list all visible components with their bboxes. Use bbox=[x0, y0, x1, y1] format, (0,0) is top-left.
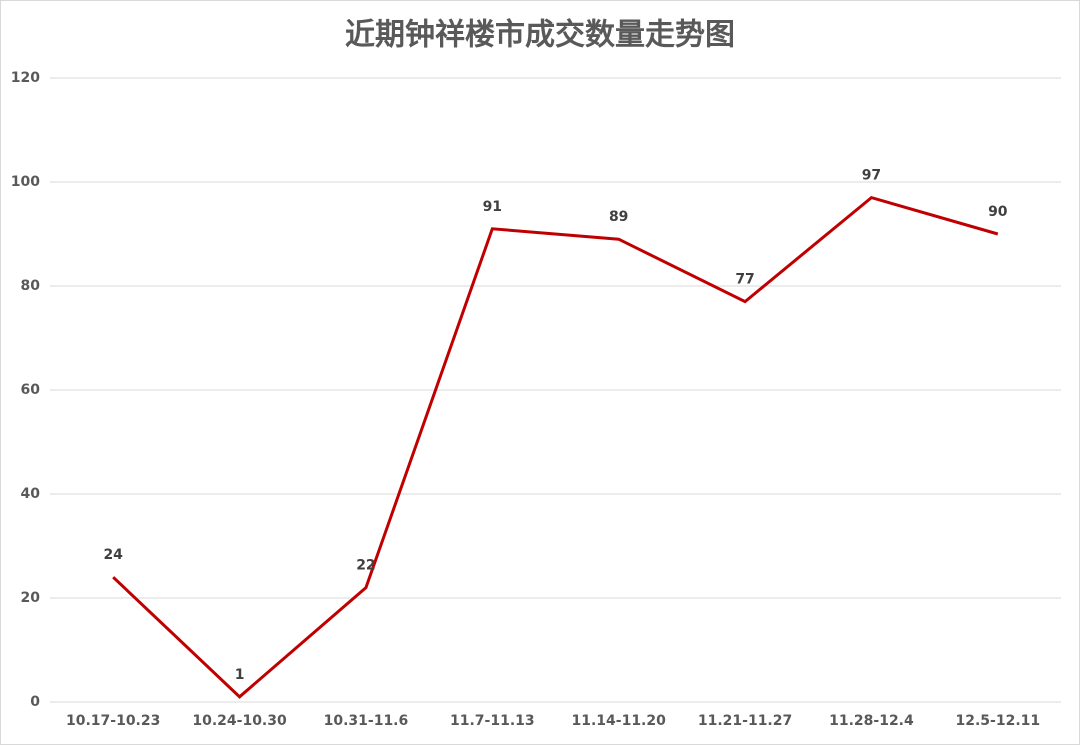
x-tick-label: 12.5-12.11 bbox=[955, 713, 1040, 729]
y-tick-label: 20 bbox=[21, 590, 41, 606]
x-tick-label: 11.14-11.20 bbox=[571, 713, 666, 729]
chart-title: 近期钟祥楼市成交数量走势图 bbox=[345, 18, 735, 53]
y-tick-label: 120 bbox=[11, 70, 40, 86]
x-tick-label: 11.7-11.13 bbox=[450, 713, 535, 729]
x-tick-label: 11.28-12.4 bbox=[829, 713, 914, 729]
data-label: 22 bbox=[356, 558, 375, 574]
y-tick-label: 0 bbox=[30, 694, 40, 710]
y-tick-label: 40 bbox=[21, 486, 41, 502]
data-label: 91 bbox=[483, 199, 502, 215]
x-tick-label: 10.31-11.6 bbox=[324, 713, 409, 729]
x-tick-label: 10.17-10.23 bbox=[66, 713, 160, 729]
data-label: 24 bbox=[103, 547, 123, 563]
y-tick-label: 80 bbox=[21, 278, 41, 294]
data-label: 89 bbox=[609, 209, 628, 225]
data-line bbox=[112, 195, 999, 699]
y-tick-label: 100 bbox=[11, 174, 40, 190]
data-label: 90 bbox=[988, 204, 1008, 220]
y-tick-label: 60 bbox=[21, 382, 41, 398]
data-label: 97 bbox=[862, 168, 881, 184]
x-tick-label: 11.21-11.27 bbox=[698, 713, 792, 729]
data-label: 77 bbox=[735, 272, 754, 288]
data-label: 1 bbox=[235, 667, 245, 683]
x-tick-label: 10.24-10.30 bbox=[192, 713, 287, 729]
